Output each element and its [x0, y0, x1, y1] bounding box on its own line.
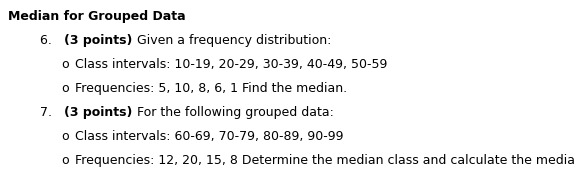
Text: o: o — [61, 130, 69, 143]
Text: o: o — [61, 82, 69, 95]
Text: 6.: 6. — [40, 34, 65, 47]
Text: o: o — [61, 58, 69, 71]
Text: (3 points): (3 points) — [65, 34, 132, 47]
Text: Class intervals: 10-19, 20-29, 30-39, 40-49, 50-59: Class intervals: 10-19, 20-29, 30-39, 40… — [75, 58, 388, 71]
Text: For the following grouped data:: For the following grouped data: — [133, 106, 334, 119]
Text: Class intervals: 60-69, 70-79, 80-89, 90-99: Class intervals: 60-69, 70-79, 80-89, 90… — [75, 130, 343, 143]
Text: 7.: 7. — [40, 106, 65, 119]
Text: Frequencies: 12, 20, 15, 8 Determine the median class and calculate the median.: Frequencies: 12, 20, 15, 8 Determine the… — [75, 154, 576, 167]
Text: Given a frequency distribution:: Given a frequency distribution: — [132, 34, 331, 47]
Text: (3 points): (3 points) — [65, 106, 133, 119]
Text: o: o — [61, 154, 69, 167]
Text: Frequencies: 5, 10, 8, 6, 1 Find the median.: Frequencies: 5, 10, 8, 6, 1 Find the med… — [75, 82, 347, 95]
Text: Median for Grouped Data: Median for Grouped Data — [8, 10, 185, 23]
